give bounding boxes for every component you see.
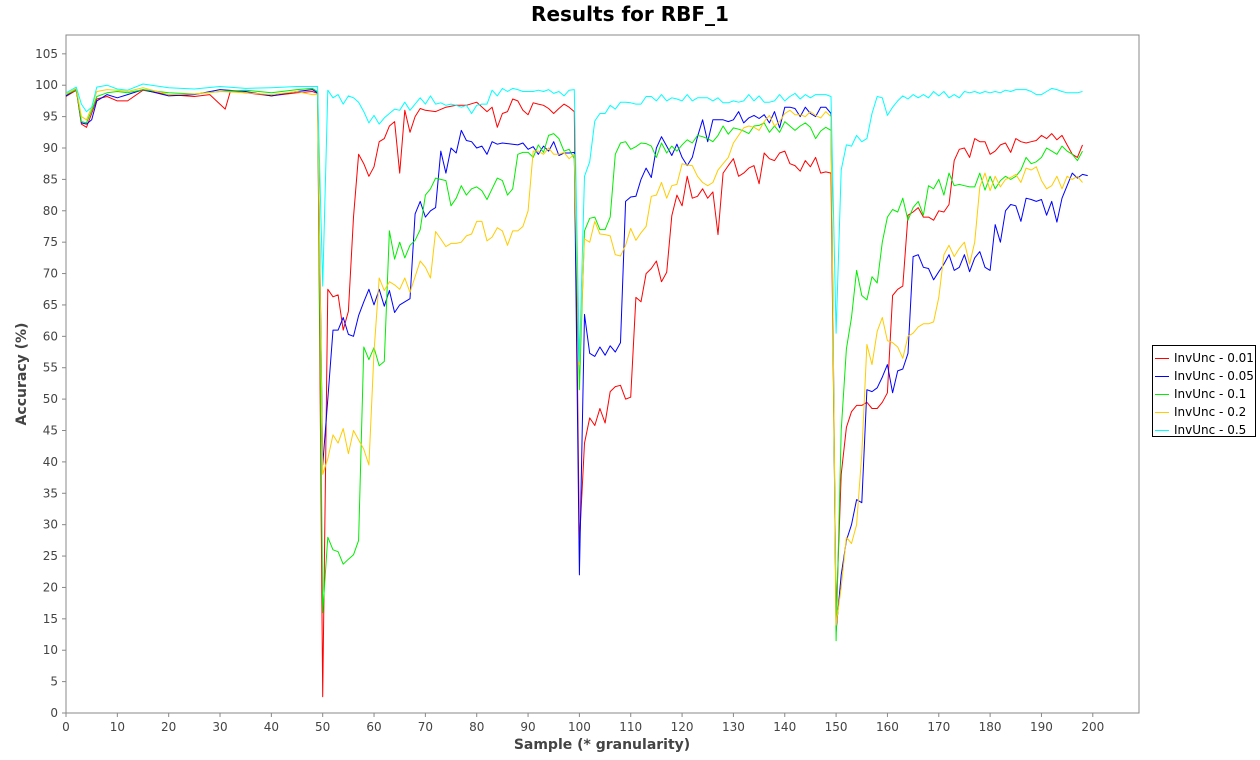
y-tick-label: 85 xyxy=(43,172,58,186)
x-tick-label: 180 xyxy=(979,720,1002,734)
x-axis-ticks: 0 10 20 30 40 50 60 70 80 90 100 110 120 130 140 150 160… xyxy=(62,713,1104,734)
x-tick-label: 140 xyxy=(773,720,796,734)
y-tick-label: 50 xyxy=(43,392,58,406)
legend-swatch xyxy=(1155,357,1169,359)
series-line-0 xyxy=(65,89,1083,698)
y-tick-label: 35 xyxy=(43,486,58,500)
x-tick-label: 120 xyxy=(671,720,694,734)
y-tick-label: 10 xyxy=(43,643,58,657)
y-tick-label: 0 xyxy=(50,706,58,720)
x-tick-label: 60 xyxy=(366,720,381,734)
y-tick-label: 90 xyxy=(43,141,58,155)
x-tick-label: 100 xyxy=(568,720,591,734)
series-layer xyxy=(65,83,1088,698)
y-tick-label: 100 xyxy=(35,78,58,92)
x-tick-label: 190 xyxy=(1030,720,1053,734)
legend: InvUnc - 0.01 InvUnc - 0.05 InvUnc - 0.1 In… xyxy=(1152,345,1256,437)
legend-item: InvUnc - 0.2 xyxy=(1155,403,1255,421)
legend-item: InvUnc - 0.05 xyxy=(1155,367,1255,385)
x-tick-label: 80 xyxy=(469,720,484,734)
y-tick-label: 75 xyxy=(43,235,58,249)
series-line-4 xyxy=(65,83,1083,362)
series-line-3 xyxy=(65,87,1083,626)
y-tick-label: 40 xyxy=(43,455,58,469)
series-line-2 xyxy=(65,87,1083,642)
x-tick-label: 20 xyxy=(161,720,176,734)
x-tick-label: 70 xyxy=(418,720,433,734)
y-tick-label: 80 xyxy=(43,204,58,218)
legend-item: InvUnc - 0.5 xyxy=(1155,421,1255,439)
y-tick-label: 60 xyxy=(43,329,58,343)
x-tick-label: 50 xyxy=(315,720,330,734)
x-tick-label: 160 xyxy=(876,720,899,734)
x-tick-label: 150 xyxy=(825,720,848,734)
x-tick-label: 0 xyxy=(62,720,70,734)
legend-swatch xyxy=(1155,411,1169,413)
legend-label: InvUnc - 0.1 xyxy=(1174,387,1247,401)
y-tick-label: 20 xyxy=(43,580,58,594)
x-tick-label: 110 xyxy=(619,720,642,734)
y-tick-label: 15 xyxy=(43,612,58,626)
y-tick-label: 5 xyxy=(50,675,58,689)
x-tick-label: 200 xyxy=(1081,720,1104,734)
legend-swatch xyxy=(1155,429,1169,431)
y-tick-label: 95 xyxy=(43,110,58,124)
legend-label: InvUnc - 0.5 xyxy=(1174,423,1247,437)
legend-item: InvUnc - 0.01 xyxy=(1155,349,1255,367)
y-tick-label: 25 xyxy=(43,549,58,563)
series-line-1 xyxy=(65,88,1088,632)
legend-label: InvUnc - 0.01 xyxy=(1174,351,1254,365)
plot-area xyxy=(65,34,1140,714)
x-tick-label: 130 xyxy=(722,720,745,734)
legend-swatch xyxy=(1155,375,1169,377)
chart-title: Results for RBF_1 xyxy=(531,2,729,26)
x-tick-label: 90 xyxy=(520,720,535,734)
x-tick-label: 170 xyxy=(927,720,950,734)
x-axis-title: Sample (* granularity) xyxy=(514,737,690,753)
y-tick-label: 45 xyxy=(43,424,58,438)
x-tick-label: 10 xyxy=(110,720,125,734)
y-axis-title: Accuracy (%) xyxy=(14,323,30,426)
x-tick-label: 40 xyxy=(264,720,279,734)
legend-label: InvUnc - 0.05 xyxy=(1174,369,1254,383)
y-tick-label: 30 xyxy=(43,518,58,532)
y-tick-label: 70 xyxy=(43,267,58,281)
legend-label: InvUnc - 0.2 xyxy=(1174,405,1247,419)
y-tick-label: 65 xyxy=(43,298,58,312)
x-tick-label: 30 xyxy=(212,720,227,734)
y-axis-ticks: 0 5 10 15 20 25 30 35 40 45 50 55 60 65 70 75 80 85 90 95 10… xyxy=(35,47,66,720)
legend-item: InvUnc - 0.1 xyxy=(1155,385,1255,403)
legend-swatch xyxy=(1155,393,1169,395)
y-tick-label: 55 xyxy=(43,361,58,375)
y-tick-label: 105 xyxy=(35,47,58,61)
